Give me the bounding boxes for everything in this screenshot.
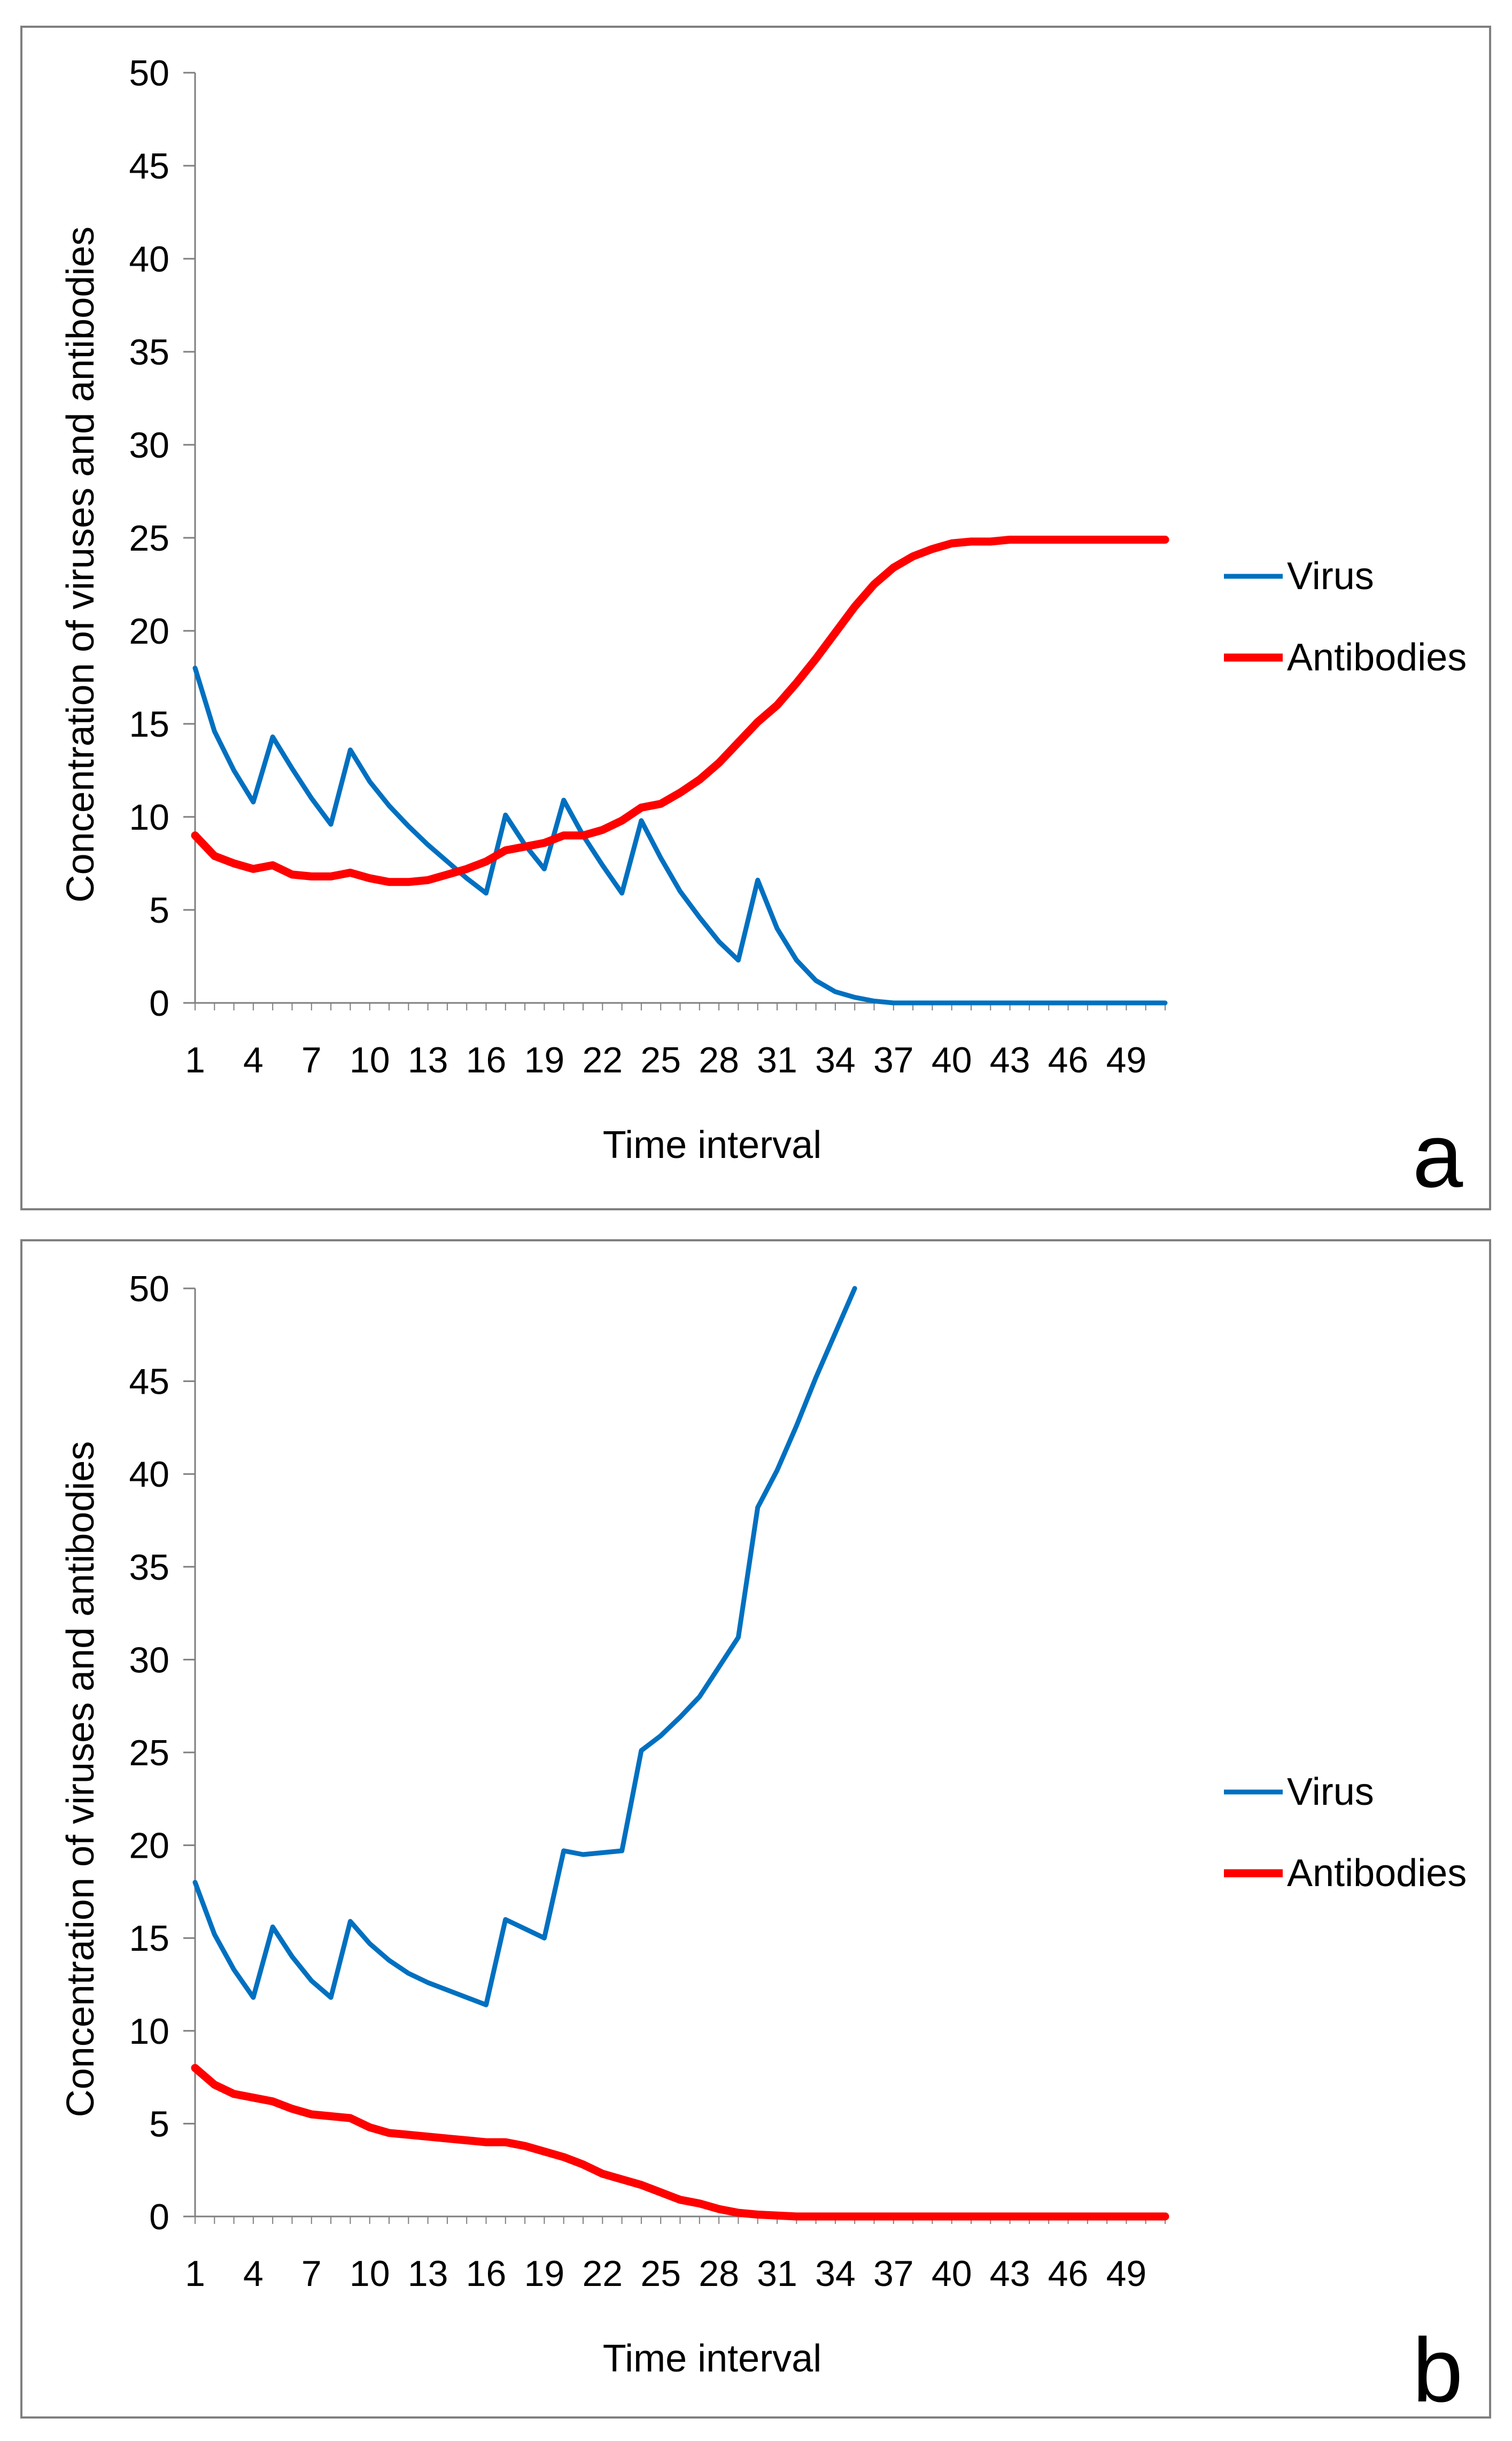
panel-b-frame xyxy=(20,1239,1491,2419)
chart-b-x-tick-label: 31 xyxy=(757,2253,797,2294)
panel-a-frame xyxy=(20,26,1491,1210)
chart-a-y-tick-label: 35 xyxy=(129,332,169,373)
chart-a-x-tick-label: 13 xyxy=(408,1040,448,1080)
chart-a-series-virus-line xyxy=(192,666,1168,1006)
chart-b-group: 0 5 10 15 20 25 30 35 40 45 50 1 4 7 10 13 16 19 22 25 28 31 3… xyxy=(59,1269,1467,2421)
chart-b-x-tick-label: 19 xyxy=(524,2253,565,2294)
chart-a-y-tick-label: 5 xyxy=(149,890,169,931)
chart-a-y-tick-label: 25 xyxy=(129,518,169,559)
chart-b-y-tick-label: 5 xyxy=(149,2104,169,2144)
chart-b-y-tick-label: 30 xyxy=(129,1640,169,1680)
chart-b-y-tick-label: 40 xyxy=(129,1454,169,1495)
chart-b-y-tick-label: 50 xyxy=(129,1269,169,1309)
chart-a-y-tick-label: 45 xyxy=(129,146,169,187)
chart-b-y-tick-label: 45 xyxy=(129,1362,169,1402)
chart-b-x-axis-title: Time interval xyxy=(603,2337,821,2380)
chart-b-x-tick-label: 22 xyxy=(582,2253,623,2294)
chart-b-y-tick-label: 35 xyxy=(129,1547,169,1588)
chart-b-x-tick-label: 13 xyxy=(408,2253,448,2294)
chart-a-x-axis-title: Time interval xyxy=(603,1124,821,1167)
chart-b-y-axis-title: Concentration of viruses and antibodies xyxy=(59,1441,102,2118)
chart-a-x-tick-label: 4 xyxy=(243,1040,263,1080)
chart-b-x-tick-label: 46 xyxy=(1048,2253,1089,2294)
chart-a-x-tick-label: 16 xyxy=(466,1040,507,1080)
chart-b-panel-label: b xyxy=(1413,2320,1463,2421)
chart-b-x-tick-label: 4 xyxy=(243,2253,263,2294)
chart-a-x-tick-label: 37 xyxy=(873,1040,914,1080)
chart-b-x-tick-label: 43 xyxy=(990,2253,1030,2294)
chart-b-y-tick-label: 25 xyxy=(129,1733,169,1773)
chart-a-series-antibodies-line xyxy=(191,536,1169,886)
chart-b-x-tick-label: 40 xyxy=(932,2253,972,2294)
chart-b-x-tick-label: 25 xyxy=(640,2253,681,2294)
chart-b-y-tick-label: 15 xyxy=(129,1918,169,1959)
chart-a-y-tick-label: 15 xyxy=(129,704,169,745)
chart-a-x-tick-label: 49 xyxy=(1106,1040,1147,1080)
chart-a-x-tick-label: 7 xyxy=(301,1040,322,1080)
chart-b-x-tick-label: 37 xyxy=(873,2253,914,2294)
chart-a-x-tick-label: 22 xyxy=(582,1040,623,1080)
chart-b-y-tick-label: 0 xyxy=(149,2197,169,2237)
chart-b-x-tick-label: 10 xyxy=(350,2253,390,2294)
chart-a-legend-label-virus: Virus xyxy=(1287,555,1374,598)
chart-b-x-tick-label: 28 xyxy=(699,2253,739,2294)
chart-a-x-tick-label: 40 xyxy=(932,1040,972,1080)
chart-a-y-tick-label: 30 xyxy=(129,425,169,466)
chart-a-y-tick-label: 20 xyxy=(129,611,169,652)
chart-b-x-tick-label: 16 xyxy=(466,2253,507,2294)
chart-b-legend-label-virus: Virus xyxy=(1287,1771,1374,1813)
chart-a-x-tick-label: 43 xyxy=(990,1040,1030,1080)
chart-a-y-axis-title: Concentration of viruses and antibodies xyxy=(59,227,102,903)
chart-b-y-tick-label: 10 xyxy=(129,2011,169,2052)
chart-a-x-tick-label: 28 xyxy=(699,1040,739,1080)
chart-a-y-tick-label: 10 xyxy=(129,797,169,838)
chart-a-x-tick-label: 10 xyxy=(350,1040,390,1080)
chart-a-group: 0 5 10 15 20 25 30 35 40 45 50 1 4 7 10 13 16 19 22 25 28 31 3… xyxy=(59,53,1467,1207)
chart-a-x-tick-label: 25 xyxy=(640,1040,681,1080)
chart-a-panel-label: a xyxy=(1413,1105,1463,1207)
chart-a-legend-label-antibodies: Antibodies xyxy=(1287,636,1467,679)
chart-a-x-tick-label: 46 xyxy=(1048,1040,1089,1080)
chart-a-x-tick-label: 1 xyxy=(185,1040,205,1080)
chart-b-legend-label-antibodies: Antibodies xyxy=(1287,1852,1467,1895)
chart-a-y-tick-label: 0 xyxy=(149,983,169,1024)
chart-b-y-tick-label: 20 xyxy=(129,1826,169,1866)
chart-b-series-antibodies-line xyxy=(191,2064,1169,2221)
chart-a-x-tick-label: 34 xyxy=(815,1040,856,1080)
chart-a-y-tick-label: 50 xyxy=(129,53,169,94)
chart-b-series-virus-line xyxy=(192,1286,857,2007)
chart-b-x-tick-label: 49 xyxy=(1106,2253,1147,2294)
chart-a-y-tick-label: 40 xyxy=(129,239,169,280)
chart-b-x-tick-label: 34 xyxy=(815,2253,856,2294)
chart-b-x-tick-label: 1 xyxy=(185,2253,205,2294)
chart-a-x-tick-label: 31 xyxy=(757,1040,797,1080)
chart-a-x-tick-label: 19 xyxy=(524,1040,565,1080)
chart-b-x-tick-label: 7 xyxy=(301,2253,322,2294)
